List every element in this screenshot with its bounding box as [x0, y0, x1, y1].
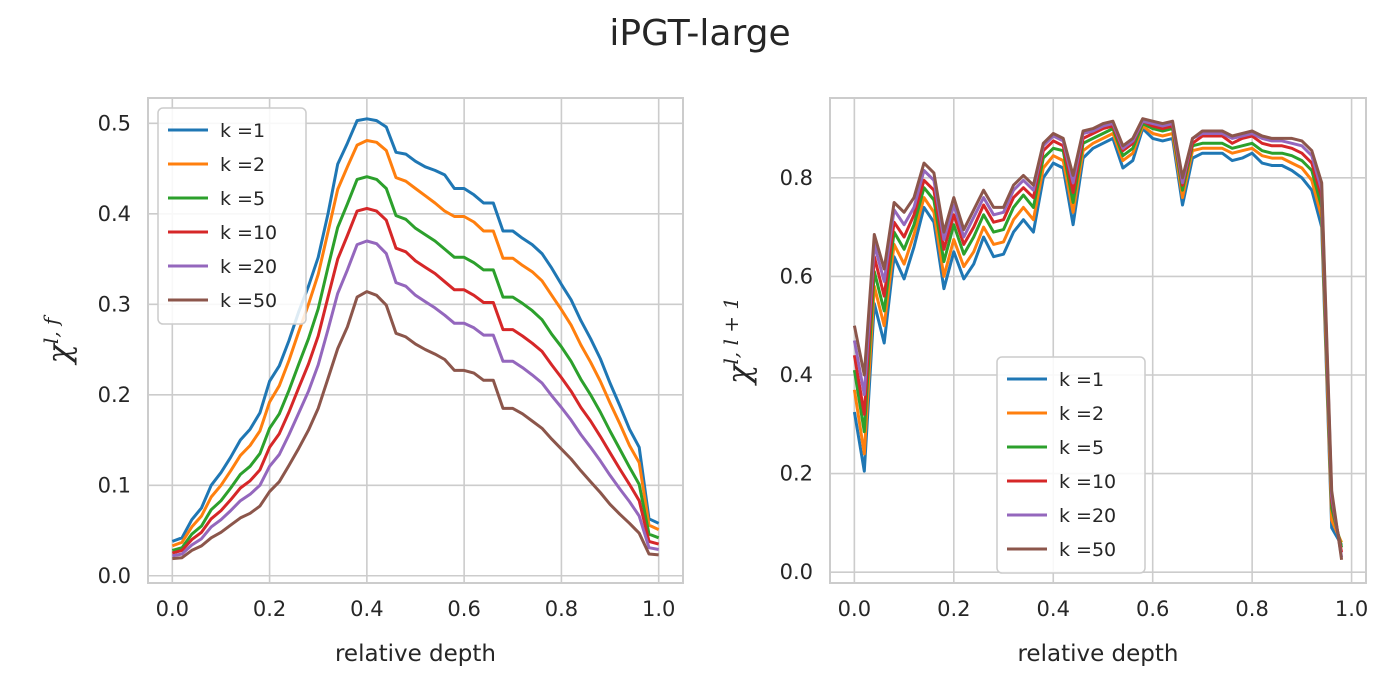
- series-line: [852, 127, 1343, 546]
- y-axis-label-base: χ: [720, 363, 758, 386]
- legend-label: k =5: [1059, 437, 1104, 459]
- x-tick-label: 0.8: [1235, 597, 1268, 621]
- legend-label: k =1: [1059, 369, 1104, 391]
- legend-box: [157, 107, 307, 325]
- x-axis-label: relative depth: [1017, 641, 1178, 667]
- x-tick-label: 0.8: [545, 597, 578, 621]
- x-axis-label: relative depth: [335, 641, 496, 667]
- x-tick-label: 0.4: [1037, 597, 1070, 621]
- series-line: [171, 139, 660, 548]
- y-tick-label: 0.6: [780, 264, 813, 288]
- series-line: [852, 122, 1344, 548]
- legend-label: k =10: [1059, 471, 1116, 493]
- legend-label: k =20: [220, 256, 277, 278]
- y-tick-label: 0.0: [98, 564, 131, 588]
- y-tick-label: 0.2: [780, 462, 813, 486]
- legend-box: [996, 356, 1146, 574]
- y-tick-label: 0.0: [780, 560, 813, 584]
- legend-label: k =50: [220, 290, 277, 312]
- y-tick-label: 0.1: [98, 473, 131, 497]
- x-tick-label: 0.2: [253, 597, 286, 621]
- plot-frame: [147, 97, 684, 584]
- y-tick-label: 0.5: [98, 111, 131, 135]
- legend-label: k =50: [1059, 539, 1116, 561]
- series-line: [171, 117, 660, 543]
- series-line: [852, 117, 1344, 561]
- y-tick-label: 0.4: [780, 363, 813, 387]
- x-tick-label: 0.0: [838, 597, 871, 621]
- series-line: [172, 290, 659, 561]
- x-tick-label: 0.6: [1136, 597, 1169, 621]
- legend-label: k =1: [220, 120, 265, 142]
- y-axis-label-superscript: l, f: [39, 314, 63, 344]
- y-axis-label-superscript: l, l + 1: [719, 297, 743, 365]
- x-tick-label: 0.2: [937, 597, 970, 621]
- y-tick-label: 0.4: [98, 202, 131, 226]
- legend-label: k =2: [1059, 403, 1104, 425]
- legend: k =1 k =2 k =5 k =10 k =20 k =50: [157, 107, 307, 325]
- plot-frame: [829, 97, 1367, 584]
- series-line: [852, 124, 1343, 544]
- right-chart-panel: 0.0 0.2 0.4 0.6 0.8 1.0 0.0 0.2 0.4 0.6 0.8 relativ…: [719, 97, 1368, 667]
- legend-label: k =20: [1059, 505, 1116, 527]
- x-tick-label: 0.6: [447, 597, 480, 621]
- x-tick-label: 1.0: [642, 597, 675, 621]
- left-chart-panel: 0.0 0.2 0.4 0.6 0.8 1.0 0.0 0.1 0.2 0.3 0.4 0.5 rela…: [39, 97, 684, 667]
- legend: k =1 k =2 k =5 k =10 k =20 k =50: [996, 356, 1146, 574]
- series-line: [172, 239, 659, 558]
- series-line: [171, 175, 660, 552]
- y-axis-label: χl, f: [39, 314, 78, 366]
- x-tick-label: 0.4: [350, 597, 383, 621]
- y-tick-label: 0.8: [780, 166, 813, 190]
- y-tick-label: 0.2: [98, 383, 131, 407]
- figure-title: iPGT-large: [609, 13, 790, 54]
- legend-label: k =10: [220, 222, 277, 244]
- y-axis-label: χl, l + 1: [719, 297, 758, 386]
- x-tick-label: 0.0: [156, 597, 189, 621]
- x-tick-label: 1.0: [1335, 597, 1368, 621]
- legend-label: k =5: [220, 188, 265, 210]
- y-axis-label-base: χ: [40, 342, 78, 365]
- y-tick-label: 0.3: [98, 292, 131, 316]
- series-line: [171, 206, 660, 555]
- legend-label: k =2: [220, 154, 265, 176]
- series-line: [852, 119, 1344, 553]
